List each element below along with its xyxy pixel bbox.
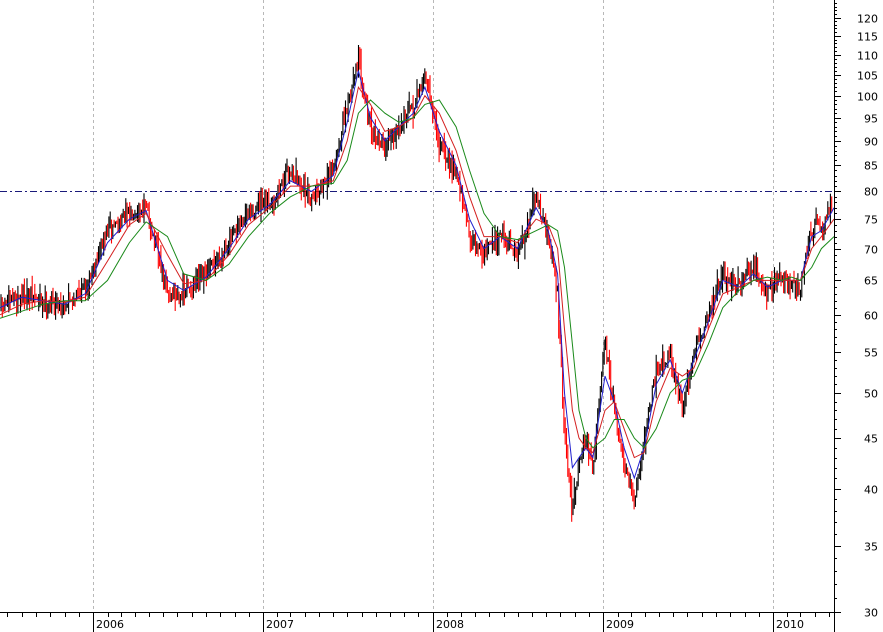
y-tick-label: 115 <box>857 31 878 44</box>
x-tick-label: 2009 <box>606 618 634 631</box>
y-tick-label: 45 <box>864 433 878 446</box>
series-line-ma-mid <box>0 85 835 459</box>
series-line-ma-fast <box>0 70 835 480</box>
y-tick-label: 35 <box>864 541 878 554</box>
y-tick-label: 100 <box>857 91 878 104</box>
x-tick-label: 2008 <box>436 618 464 631</box>
x-axis: 2006 2007 2008 2009 2010 <box>7 612 830 632</box>
y-tick-label: 90 <box>864 136 878 149</box>
x-tick-label: 2006 <box>96 618 124 631</box>
y-tick-label: 65 <box>864 275 878 288</box>
y-tick-label: 75 <box>864 214 878 227</box>
y-tick-label: 110 <box>857 50 878 63</box>
y-tick-label: 80 <box>864 186 878 199</box>
series-line-ma-slow <box>0 99 835 449</box>
y-tick-label: 50 <box>864 388 878 401</box>
y-tick-label: 30 <box>864 607 878 620</box>
y-axis: 30 35 40 45 50 55 60 65 70 75 80 85 90 95 100 105 110 115… <box>834 3 878 620</box>
moving-average-lines <box>0 70 835 480</box>
y-tick-label: 70 <box>864 244 878 257</box>
y-tick-label: 85 <box>864 160 878 173</box>
x-tick-label: 2010 <box>776 618 804 631</box>
x-tick-label: 2007 <box>266 618 294 631</box>
y-tick-label: 60 <box>864 310 878 323</box>
y-tick-label: 105 <box>857 70 878 83</box>
y-tick-label: 55 <box>864 347 878 360</box>
y-tick-label: 40 <box>864 484 878 497</box>
y-tick-label: 95 <box>864 113 878 126</box>
y-tick-label: 120 <box>857 13 878 26</box>
